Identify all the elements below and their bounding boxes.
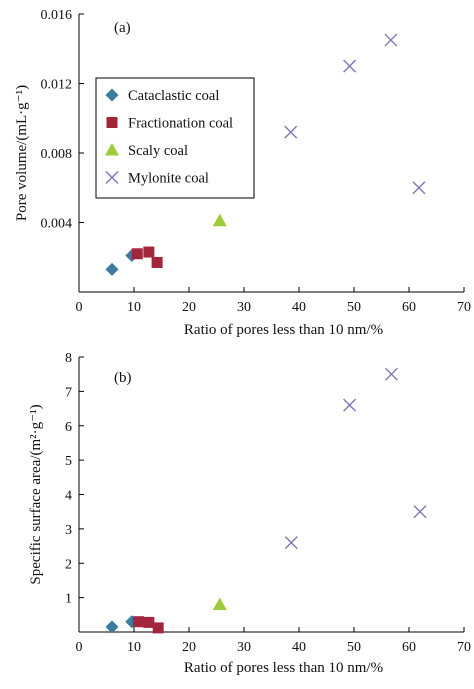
x-marker-stroke xyxy=(413,505,427,519)
x-axis-title: Ratio of pores less than 10 nm/% xyxy=(184,322,383,338)
x-marker-stroke xyxy=(343,59,357,73)
y-tick-label: 8 xyxy=(65,351,72,366)
x-marker-stroke xyxy=(105,171,119,184)
data-point xyxy=(212,213,227,227)
y-tick-label: 3 xyxy=(65,523,72,538)
y-tick-label: 0.012 xyxy=(41,78,73,93)
x-axis-title: Ratio of pores less than 10 nm/% xyxy=(184,660,383,676)
legend-label: Cataclastic coal xyxy=(128,88,219,104)
x-marker-stroke xyxy=(412,181,426,195)
data-point xyxy=(343,59,357,73)
x-tick-label: 10 xyxy=(127,300,141,315)
x-tick-label: 30 xyxy=(237,300,251,315)
legend-label: Mylonite coal xyxy=(128,171,209,187)
data-point xyxy=(284,125,298,139)
panel-label: (a) xyxy=(114,20,131,36)
x-tick-label: 60 xyxy=(402,640,416,655)
legend-box xyxy=(95,77,255,199)
legend-label: Scaly coal xyxy=(128,143,188,159)
y-tick-label: 6 xyxy=(65,420,72,435)
x-tick-label: 50 xyxy=(347,640,361,655)
data-point xyxy=(212,597,227,610)
x-marker-stroke xyxy=(384,33,398,47)
data-point xyxy=(131,248,143,260)
x-marker-stroke xyxy=(284,125,298,139)
y-tick-label: 4 xyxy=(65,489,72,504)
x-tick-label: 70 xyxy=(457,300,471,315)
x-tick-label: 10 xyxy=(127,640,141,655)
data-point xyxy=(284,536,298,550)
x-marker-stroke xyxy=(343,398,357,412)
x-tick-label: 20 xyxy=(182,640,196,655)
data-point xyxy=(343,398,357,412)
x-tick-label: 30 xyxy=(237,640,251,655)
data-point xyxy=(413,505,427,519)
x-tick-label: 40 xyxy=(292,640,306,655)
x-tick-label: 20 xyxy=(182,300,196,315)
data-point xyxy=(105,620,119,634)
data-point xyxy=(143,246,155,258)
y-tick-label: 0.016 xyxy=(41,8,73,23)
y-tick-label: 5 xyxy=(65,454,72,469)
series-triangle xyxy=(212,213,227,227)
x-tick-label: 40 xyxy=(292,300,306,315)
legend: Cataclastic coal Fractionation coal Scaly … xyxy=(95,77,255,199)
y-axis-title: Specific surface area/(m²·g⁻¹) xyxy=(28,404,44,584)
x-tick-label: 0 xyxy=(76,300,83,315)
series-square xyxy=(131,246,163,268)
x-tick-label: 70 xyxy=(457,640,471,655)
data-point xyxy=(151,256,163,268)
panel-a-pore-volume-chart: 0 10 20 30 40 50 60 70 0.004 0.008 0.012 0.016 Ratio… xyxy=(14,8,471,338)
x-tick-label: 0 xyxy=(76,640,83,655)
data-point xyxy=(412,181,426,195)
y-tick-label: 7 xyxy=(65,385,72,400)
panel-b-surface-area-chart: 0 10 20 30 40 50 60 70 1 2 3 4 5 6 7 8 Ratio of pores le… xyxy=(28,351,471,676)
y-tick-label: 2 xyxy=(65,557,72,572)
y-tick-label: 1 xyxy=(65,592,72,607)
x-marker-stroke xyxy=(284,536,298,550)
x-tick-label: 60 xyxy=(402,300,416,315)
legend-label: Fractionation coal xyxy=(128,116,233,132)
x-tick-label: 50 xyxy=(347,300,361,315)
series-triangle xyxy=(212,597,227,610)
legend-marker xyxy=(106,117,118,128)
data-point xyxy=(132,616,144,628)
y-tick-label: 0.004 xyxy=(41,217,73,232)
legend-marker xyxy=(105,143,119,156)
y-tick-label: 0.008 xyxy=(41,147,73,162)
data-point xyxy=(143,616,155,628)
panel-label: (b) xyxy=(114,370,132,386)
y-axis-title: Pore volume/(mL·g⁻¹) xyxy=(14,85,30,221)
legend-marker xyxy=(105,88,119,102)
data-point xyxy=(152,622,164,634)
data-point xyxy=(384,33,398,47)
series-x xyxy=(284,367,427,550)
legend-marker xyxy=(105,171,119,184)
series-x xyxy=(284,33,426,195)
x-marker-stroke xyxy=(384,367,398,381)
data-point xyxy=(384,367,398,381)
series-square xyxy=(132,616,164,634)
data-point xyxy=(105,262,119,276)
